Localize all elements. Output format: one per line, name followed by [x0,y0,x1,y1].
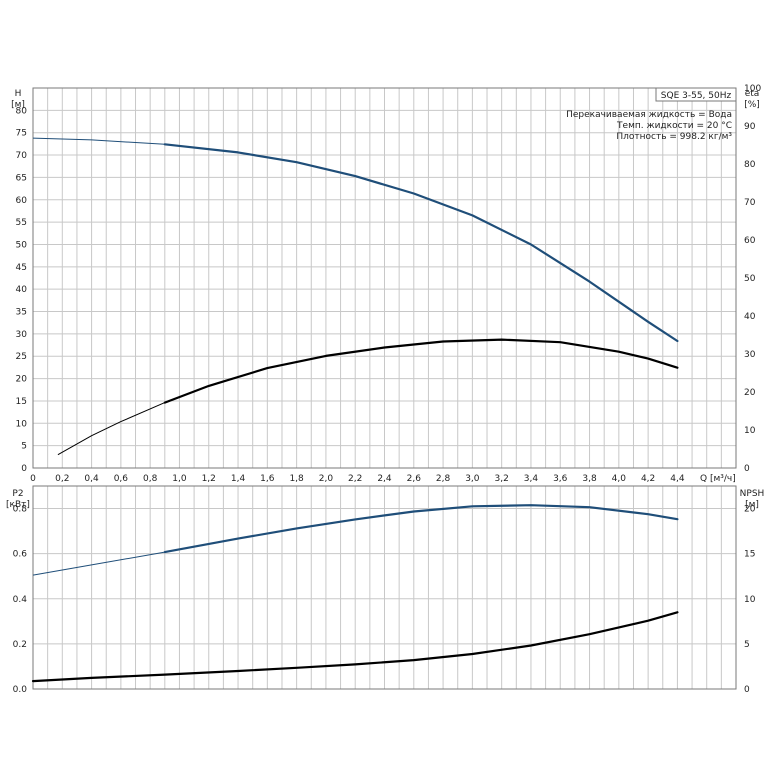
x-axis-label: Q [м³/ч] [700,474,736,484]
right-tick-label: 0 [744,685,750,695]
bottom-right-axis-name: NPSH [740,489,765,499]
right-tick-label: 80 [744,160,756,170]
left-tick-label: 0.6 [13,550,28,560]
right-tick-label: 5 [744,640,750,650]
x-tick-label: 0 [30,474,36,484]
series-line [163,143,679,343]
bottom-grid [33,486,736,689]
top-panel: 0 5 10 15 20 25 30 35 40 45 50 55 60 65 70 75 80 0 10 20 30… [11,84,761,484]
series-line [163,338,679,404]
left-tick-label: 45 [16,263,27,273]
x-tick-label: 4,0 [612,474,627,484]
left-tick-label: 0.8 [13,505,28,515]
info-line-temperature: Темп. жидкости = 20 °C [616,121,732,131]
top-left-axis-unit: [м] [11,100,25,110]
left-tick-label: 50 [16,240,28,250]
bottom-frame [32,485,737,690]
x-tick-label: 3,4 [524,474,539,484]
x-tick-label: 3,6 [553,474,568,484]
bottom-left-tick-labels: 0.0 0.2 0.4 0.6 0.8 [13,505,28,695]
x-tick-label: 2,4 [377,474,392,484]
right-tick-label: 100 [744,84,761,94]
left-tick-label: 0.0 [13,685,28,695]
bottom-series-group [31,504,679,683]
model-title-box [655,87,737,102]
left-tick-label: 55 [16,218,27,228]
left-tick-label: 80 [16,106,28,116]
left-tick-label: 15 [16,397,27,407]
x-tick-label: 1,4 [231,474,246,484]
right-tick-label: 0 [744,464,750,474]
bottom-right-axis-unit: [м] [745,500,759,510]
top-left-tick-labels: 0 5 10 15 20 25 30 35 40 45 50 55 60 65 70 75 80 [16,106,28,474]
top-right-tick-labels: 0 10 20 30 40 50 60 70 80 90 100 [744,84,761,474]
series-line-thin [32,137,165,145]
x-tick-label: 2,8 [436,474,451,484]
x-tick-label: 1,8 [289,474,304,484]
model-title: SQE 3-55, 50Hz [661,91,732,101]
left-tick-label: 40 [16,285,28,295]
left-tick-label: 35 [16,308,27,318]
left-tick-label: 0.4 [13,595,28,605]
right-tick-label: 15 [744,550,755,560]
series-line-thin [32,551,165,576]
right-tick-label: 90 [744,122,756,132]
bottom-left-axis-unit: [кВт] [6,500,30,510]
bottom-panel: 0.0 0.2 0.4 0.6 0.8 0 5 10 15 20 P2 [кВт] NPSH [… [6,485,765,695]
left-tick-label: 60 [16,196,28,206]
left-tick-label: 25 [16,352,27,362]
top-x-tick-labels: 0 0,2 0,4 0,6 0,8 1,0 1,2 1,4 1,6 1,8 2,0 2,2 2,4 2,6… [30,474,685,484]
right-tick-label: 30 [744,350,756,360]
right-tick-label: 70 [744,198,756,208]
x-tick-label: 3,0 [465,474,480,484]
bottom-left-axis-name: P2 [12,489,23,499]
series-line-thin [57,402,165,456]
right-tick-label: 10 [744,595,756,605]
left-tick-label: 20 [16,375,28,385]
x-tick-label: 0,8 [143,474,158,484]
right-tick-label: 10 [744,426,756,436]
x-tick-label: 0,4 [84,474,99,484]
top-grid [33,88,736,468]
info-line-fluid: Перекачиваемая жидкость = Вода [566,110,732,120]
x-tick-label: 3,2 [495,474,509,484]
right-tick-label: 50 [744,274,756,284]
left-tick-label: 10 [16,419,28,429]
x-tick-label: 2,0 [319,474,334,484]
right-tick-label: 20 [744,388,756,398]
top-series-group [32,137,679,456]
top-left-axis-name: H [15,89,22,99]
bottom-right-tick-labels: 0 5 10 15 20 [744,505,756,695]
top-right-axis-name: eta [745,89,760,99]
series-line [31,611,679,683]
right-tick-label: 40 [744,312,756,322]
x-tick-label: 4,2 [641,474,655,484]
left-tick-label: 70 [16,151,28,161]
top-frame [32,87,737,469]
info-line-density: Плотность = 998.2 кг/м³ [616,132,732,142]
right-tick-label: 20 [744,505,756,515]
left-tick-label: 65 [16,173,27,183]
series-line [163,504,679,554]
x-tick-label: 1,6 [260,474,275,484]
x-tick-label: 1,2 [202,474,216,484]
left-tick-label: 30 [16,330,28,340]
top-right-axis-unit: [%] [744,100,760,110]
left-tick-label: 5 [21,442,27,452]
left-tick-label: 0 [21,464,27,474]
left-tick-label: 75 [16,129,27,139]
x-tick-label: 4,4 [670,474,685,484]
left-tick-label: 0.2 [13,640,27,650]
x-tick-label: 0,2 [55,474,69,484]
x-tick-label: 2,6 [407,474,422,484]
right-tick-label: 60 [744,236,756,246]
x-tick-label: 1,0 [172,474,187,484]
x-tick-label: 0,6 [114,474,129,484]
x-tick-label: 3,8 [582,474,597,484]
x-tick-label: 2,2 [348,474,362,484]
